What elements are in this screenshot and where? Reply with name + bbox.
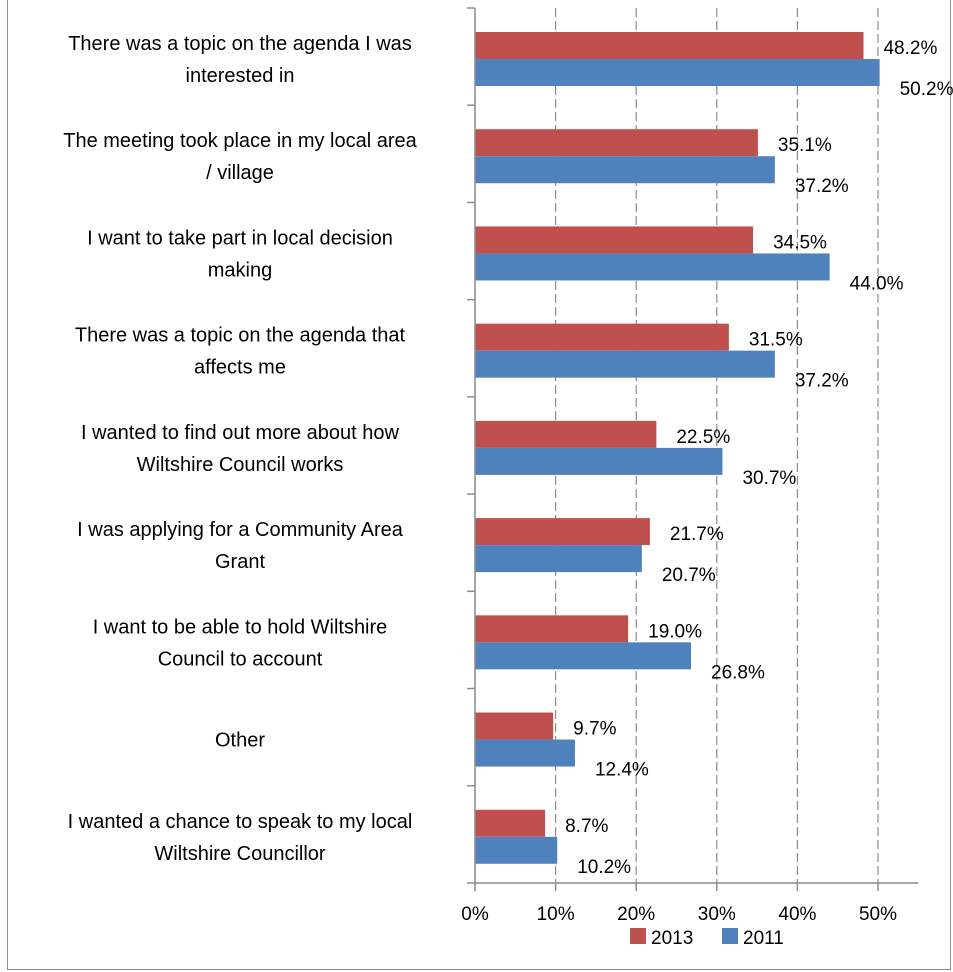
bar-2013 (475, 809, 546, 837)
x-tick-label: 0% (461, 904, 489, 925)
x-tick-label: 40% (778, 904, 816, 925)
category-label: Wiltshire Council works (137, 454, 344, 476)
category-label: There was a topic on the agenda I was (68, 33, 412, 55)
chart-frame (7, 0, 951, 970)
bar-2011 (475, 836, 558, 864)
category-label: There was a topic on the agenda that (75, 325, 406, 347)
bar-2011 (475, 59, 880, 86)
legend-label-2013: 2013 (651, 928, 693, 949)
category-label: The meeting took place in my local area (63, 130, 417, 152)
data-label-2013: 48.2% (883, 38, 937, 59)
data-label-2013: 35.1% (778, 135, 832, 156)
bar-2011 (475, 156, 775, 184)
category-label: interested in (186, 65, 295, 87)
legend-swatch-2013 (630, 928, 646, 944)
bar-2013 (475, 420, 657, 448)
bar-2013 (475, 712, 554, 740)
x-tick-label: 50% (859, 904, 897, 925)
data-label-2011: 50.2% (900, 79, 953, 100)
category-label: making (208, 259, 272, 281)
category-label: Wiltshire Councillor (154, 843, 325, 865)
category-label: I wanted to find out more about how (81, 422, 400, 444)
category-label: Grant (215, 551, 265, 573)
data-label-2011: 26.8% (711, 662, 765, 683)
x-tick-label: 10% (537, 904, 575, 925)
bar-2011 (475, 545, 642, 573)
bar-2011 (475, 739, 575, 767)
legend-swatch-2011 (722, 928, 738, 944)
data-label-2013: 9.7% (573, 719, 616, 740)
category-label: affects me (194, 357, 286, 379)
data-label-2011: 37.2% (795, 176, 849, 197)
legend-label-2011: 2011 (743, 928, 784, 949)
bar-2013 (475, 518, 650, 546)
data-label-2013: 34.5% (773, 232, 827, 253)
data-label-2013: 8.7% (565, 816, 608, 837)
bar-2011 (475, 253, 830, 281)
category-label: I wanted a chance to speak to my local (68, 811, 413, 833)
data-label-2011: 10.2% (577, 857, 631, 878)
bar-2011 (475, 350, 775, 378)
category-label: Council to account (158, 648, 323, 670)
data-label-2013: 22.5% (676, 427, 730, 448)
bar-2013 (475, 226, 754, 254)
x-tick-label: 30% (698, 904, 736, 925)
bar-2011 (475, 642, 692, 670)
data-label-2011: 20.7% (662, 565, 716, 586)
bar-2013 (475, 129, 758, 157)
data-label-2011: 37.2% (795, 371, 849, 392)
bar-2011 (475, 447, 723, 475)
data-label-2013: 21.7% (670, 524, 724, 545)
x-tick-label: 20% (617, 904, 655, 925)
category-label: I was applying for a Community Area (77, 519, 404, 541)
category-label: / village (206, 162, 274, 184)
data-label-2013: 31.5% (749, 330, 803, 351)
bar-2013 (475, 323, 729, 351)
data-label-2011: 30.7% (742, 468, 796, 489)
bar-2013 (475, 32, 864, 59)
category-label: I want to take part in local decision (87, 227, 393, 249)
data-label-2011: 12.4% (595, 760, 649, 781)
category-label: I want to be able to hold Wiltshire (93, 616, 388, 638)
bar-2013 (475, 615, 629, 643)
category-label: Other (215, 730, 265, 752)
data-label-2013: 19.0% (648, 621, 702, 642)
data-label-2011: 44.0% (850, 273, 904, 294)
